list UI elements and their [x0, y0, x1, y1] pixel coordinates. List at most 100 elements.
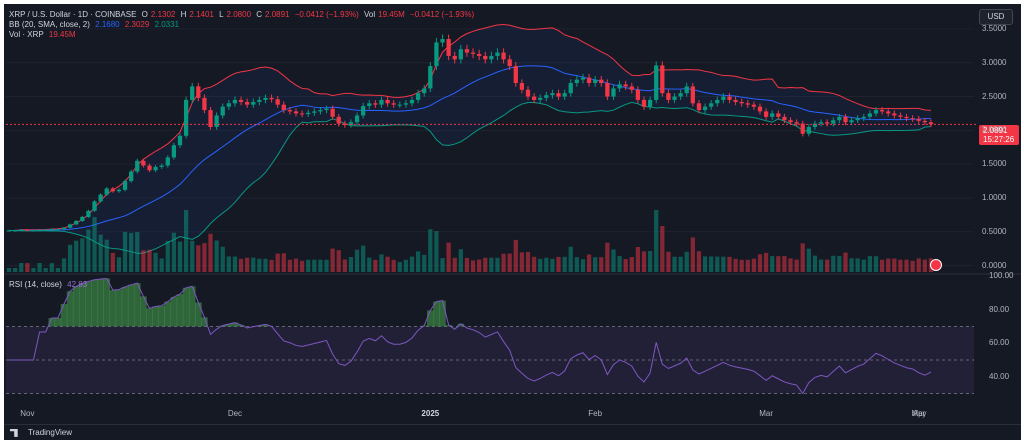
- rsi-label: RSI (14, close): [9, 280, 62, 289]
- bb-upper-value: 2.3029: [124, 20, 150, 29]
- candle: [605, 79, 610, 100]
- volume-bar: [122, 231, 128, 272]
- volume-bar: [800, 243, 805, 272]
- volume-bar: [183, 210, 189, 272]
- candle-body: [299, 113, 305, 115]
- candle: [245, 98, 250, 108]
- price-tick-label: 3.0000: [982, 57, 1007, 67]
- candle-body: [306, 112, 311, 115]
- volume-bars: [6, 210, 934, 272]
- volume-bar: [898, 259, 903, 272]
- volume-legend[interactable]: Vol · XRP 19.45M: [9, 30, 79, 40]
- candle: [757, 103, 763, 115]
- bb-legend[interactable]: BB (20, SMA, close, 2) 2.1680 2.3029 2.0…: [9, 20, 182, 30]
- candle: [373, 100, 378, 108]
- volume-bar: [110, 252, 115, 272]
- volume-bar: [49, 263, 54, 272]
- volume-bar: [593, 257, 598, 272]
- candle: [318, 106, 323, 115]
- candle: [483, 51, 488, 64]
- candle: [623, 80, 628, 90]
- volume-bar: [763, 252, 769, 272]
- volume-bar: [434, 231, 439, 272]
- volume-bar: [782, 256, 787, 272]
- candle: [873, 106, 879, 117]
- candle-body: [19, 229, 24, 231]
- volume-bar: [892, 258, 897, 272]
- candle-body: [806, 126, 811, 134]
- volume-bar: [745, 259, 750, 272]
- rsi-tick-label: 60.00: [989, 338, 1010, 348]
- candle-body: [611, 88, 616, 97]
- candle: [226, 100, 231, 110]
- volume-bar: [80, 238, 85, 272]
- rsi-pane: [4, 273, 1021, 395]
- tradingview-logo[interactable]: TradingView: [10, 428, 72, 437]
- candle: [831, 117, 836, 127]
- candle: [220, 103, 225, 119]
- candle: [269, 94, 274, 103]
- volume-bar: [312, 259, 317, 272]
- candle: [403, 100, 409, 108]
- volume-bar: [220, 246, 225, 272]
- flag-icon[interactable]: [930, 259, 942, 271]
- candle: [86, 209, 91, 218]
- candle-body: [208, 110, 213, 127]
- candle: [6, 229, 12, 232]
- candle: [879, 106, 885, 115]
- volume-bar: [336, 250, 341, 272]
- volume-bar: [623, 259, 628, 272]
- volume-bar: [299, 260, 305, 272]
- rsi-legend[interactable]: RSI (14, close) 42.83: [9, 280, 90, 290]
- volume-bar: [654, 210, 659, 272]
- candle: [806, 124, 811, 137]
- candle-body: [348, 122, 354, 125]
- price-chart[interactable]: [4, 4, 1021, 440]
- volume-bar: [586, 254, 592, 272]
- volume-bar: [31, 268, 36, 272]
- candle-body: [318, 110, 323, 112]
- candle: [733, 96, 738, 106]
- volume-bar: [751, 258, 757, 272]
- volume-bar: [843, 252, 848, 272]
- volume-bar: [446, 242, 451, 272]
- candle-body: [13, 230, 18, 232]
- volume-bar: [74, 240, 79, 272]
- candle-body: [440, 39, 445, 43]
- volume-bar: [397, 262, 402, 272]
- candle-body: [709, 103, 714, 107]
- volume-bar: [208, 233, 213, 272]
- candle: [238, 96, 244, 106]
- candle-body: [147, 165, 152, 171]
- volume-bar: [354, 249, 360, 272]
- volume-bar: [116, 257, 122, 272]
- chart-panel[interactable]: XRP / U.S. Dollar · 1D · COINBASE O 2.130…: [4, 4, 1021, 440]
- candle: [751, 101, 757, 110]
- price-tick-label: 2.5000: [982, 91, 1007, 101]
- candle-body: [116, 189, 122, 192]
- candle: [593, 75, 598, 87]
- candle-body: [391, 103, 396, 105]
- volume-bar: [715, 256, 720, 272]
- candle-body: [43, 229, 48, 231]
- candle: [293, 108, 299, 117]
- time-tick-label: Feb: [588, 409, 603, 418]
- candle-body: [171, 145, 177, 158]
- candle: [825, 119, 830, 127]
- volume-bar: [739, 259, 744, 272]
- candle: [202, 94, 207, 114]
- candle-body: [470, 52, 476, 54]
- candle: [19, 229, 24, 232]
- volume-bar: [904, 259, 909, 272]
- candle-body: [196, 86, 201, 98]
- tradingview-logo-icon: [10, 428, 18, 437]
- volume-bar: [849, 258, 854, 272]
- time-tick-label: Nov: [20, 409, 35, 418]
- currency-button[interactable]: USD: [979, 9, 1013, 25]
- candle-body: [190, 86, 195, 100]
- candle-body: [367, 103, 372, 107]
- candle: [550, 89, 555, 99]
- candle-body: [153, 166, 158, 171]
- candle-body: [715, 99, 720, 104]
- candle-body: [354, 115, 360, 123]
